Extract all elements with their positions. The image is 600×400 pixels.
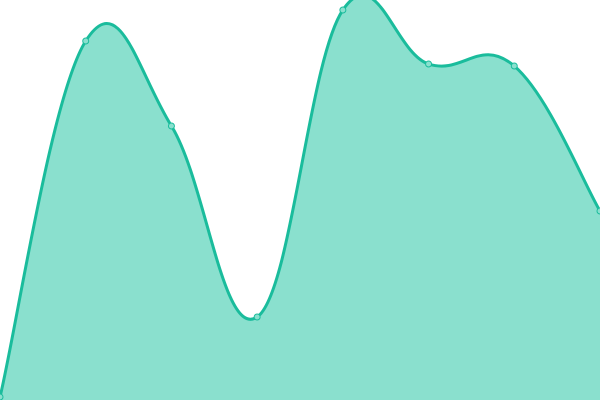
data-points <box>0 6 600 400</box>
data-point-1 <box>82 37 90 45</box>
data-point-7 <box>596 207 600 215</box>
data-point-6 <box>510 62 518 70</box>
data-point-4 <box>339 6 347 14</box>
data-point-3 <box>253 313 261 321</box>
data-point-0 <box>0 393 4 400</box>
data-point-5 <box>425 60 433 68</box>
data-point-2 <box>167 122 175 130</box>
